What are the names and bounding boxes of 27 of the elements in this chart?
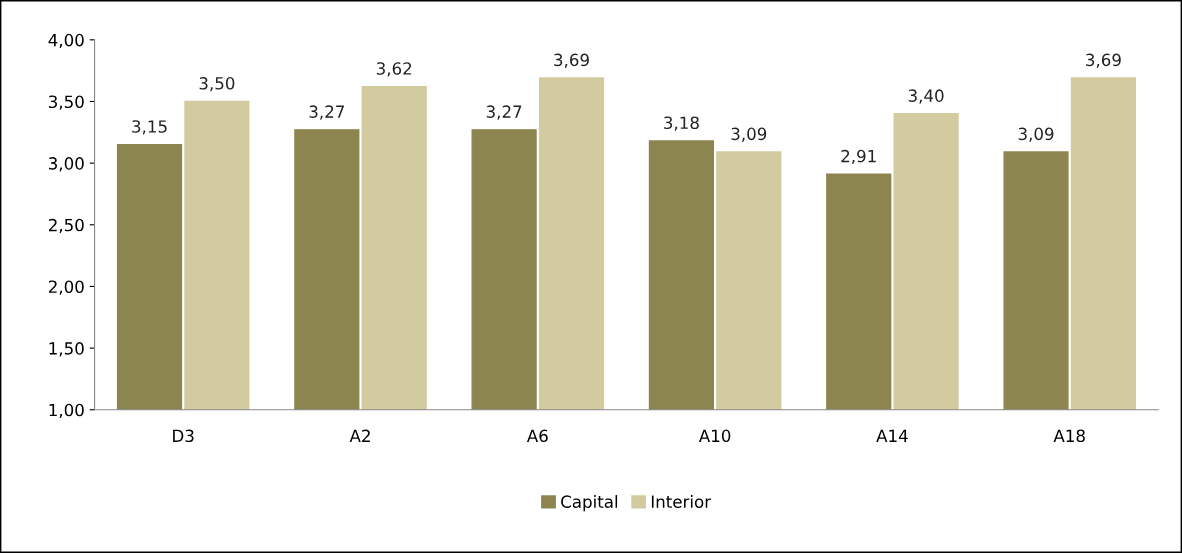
- data-label: 3,40: [908, 89, 944, 104]
- data-label: 2,91: [841, 149, 876, 165]
- x-tick-label: A18: [1053, 429, 1085, 443]
- y-tick-label: 3,00: [49, 157, 84, 172]
- y-tick-label: 2,50: [48, 218, 84, 234]
- data-label: 3,09: [1018, 127, 1054, 142]
- legend-label: Capital: [561, 495, 618, 512]
- x-tick-label: D3: [173, 429, 194, 443]
- y-tick-label: 2,00: [48, 280, 84, 295]
- x-tick-label: A14: [876, 429, 908, 442]
- data-label: 3,18: [664, 116, 699, 131]
- legend-label: Interior: [651, 495, 712, 508]
- data-label: 3,69: [554, 53, 589, 68]
- data-label: 3,27: [486, 105, 522, 120]
- data-label: 3,62: [376, 62, 412, 77]
- y-tick-label: 3,50: [49, 95, 84, 110]
- data-label: 3,50: [199, 77, 235, 92]
- data-label: 3,09: [731, 127, 767, 142]
- data-label: 3,69: [1086, 53, 1121, 68]
- y-tick-label: 4,00: [48, 33, 84, 49]
- data-label: 3,27: [309, 105, 344, 120]
- x-tick-label: A10: [698, 429, 731, 443]
- y-tick-label: 1,00: [49, 403, 84, 419]
- x-tick-label: A6: [526, 429, 548, 443]
- x-tick-label: A2: [349, 429, 370, 442]
- y-tick-label: 1,50: [49, 342, 84, 357]
- data-label: 3,15: [132, 120, 167, 135]
